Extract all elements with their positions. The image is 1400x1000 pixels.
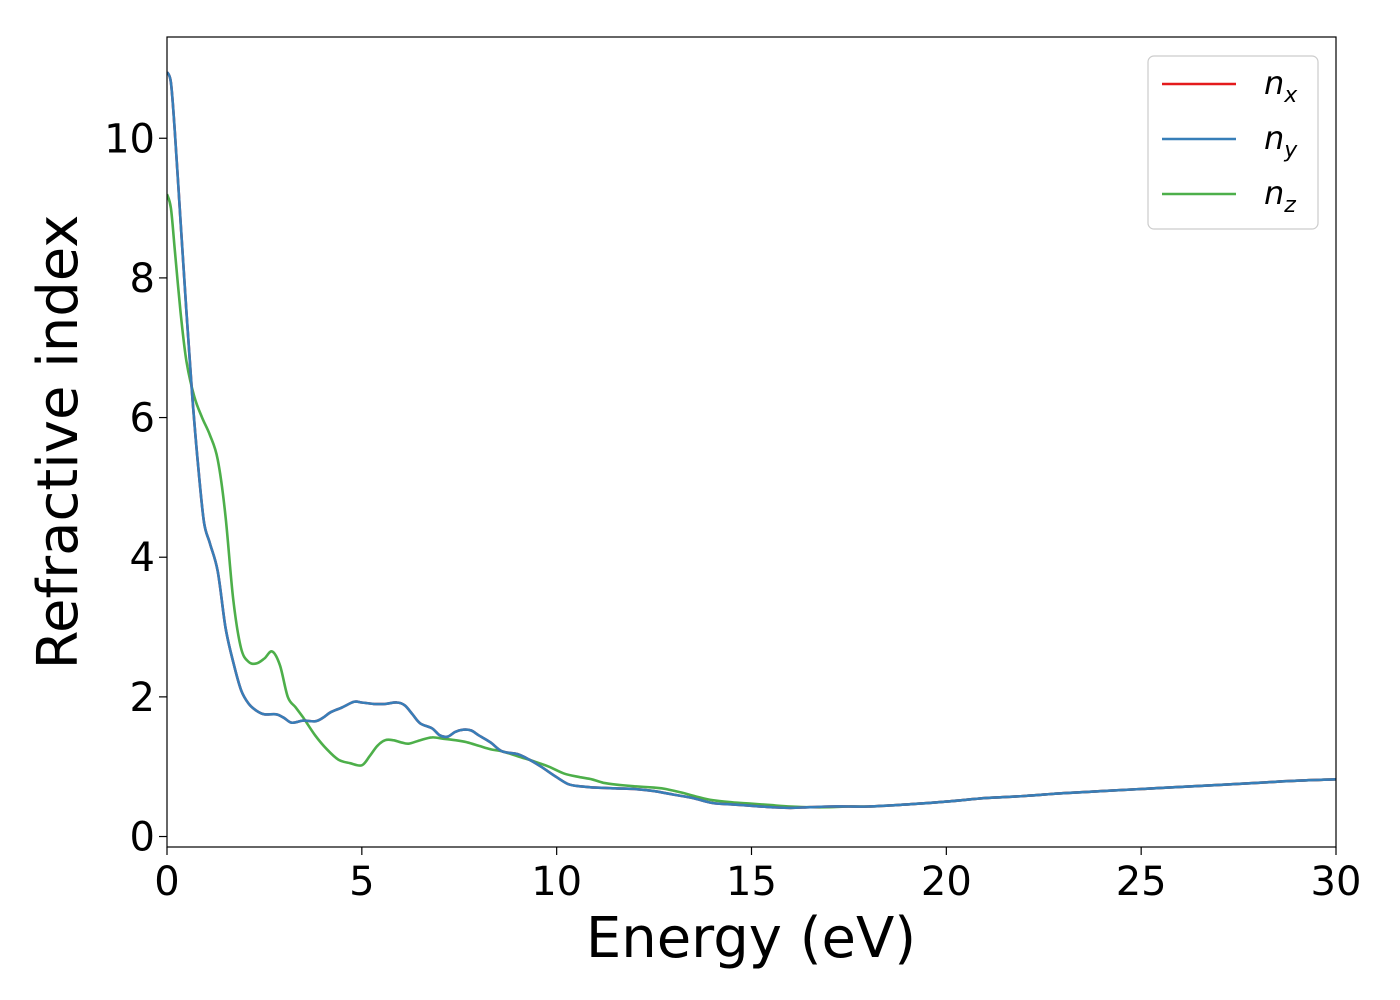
y-tick-label: 6: [130, 396, 155, 442]
y-axis-label: Refractive index: [26, 215, 91, 670]
x-tick-label: 30: [1311, 859, 1362, 905]
plot-background: [167, 37, 1336, 847]
x-axis-ticks: 0 5 10 15 20 25 30: [154, 847, 1361, 905]
x-tick-label: 25: [1116, 859, 1167, 905]
series-line-ny: [167, 71, 1336, 810]
legend-box: [1147, 55, 1319, 230]
x-tick-label: 20: [921, 859, 972, 905]
y-tick-label: 10: [104, 116, 155, 162]
y-tick-label: 4: [130, 535, 155, 581]
x-tick-label: 5: [349, 859, 374, 905]
x-tick-label: 0: [154, 859, 179, 905]
x-axis-label: Energy (eV): [586, 906, 916, 971]
x-tick-label: 10: [531, 859, 582, 905]
series-layer: [167, 71, 1336, 810]
y-tick-label: 8: [130, 256, 155, 302]
y-axis-ticks: 0 2 4 6 8 10: [104, 116, 167, 861]
y-tick-label: 2: [130, 675, 155, 721]
x-tick-label: 15: [726, 859, 777, 905]
y-tick-label: 0: [130, 815, 155, 861]
